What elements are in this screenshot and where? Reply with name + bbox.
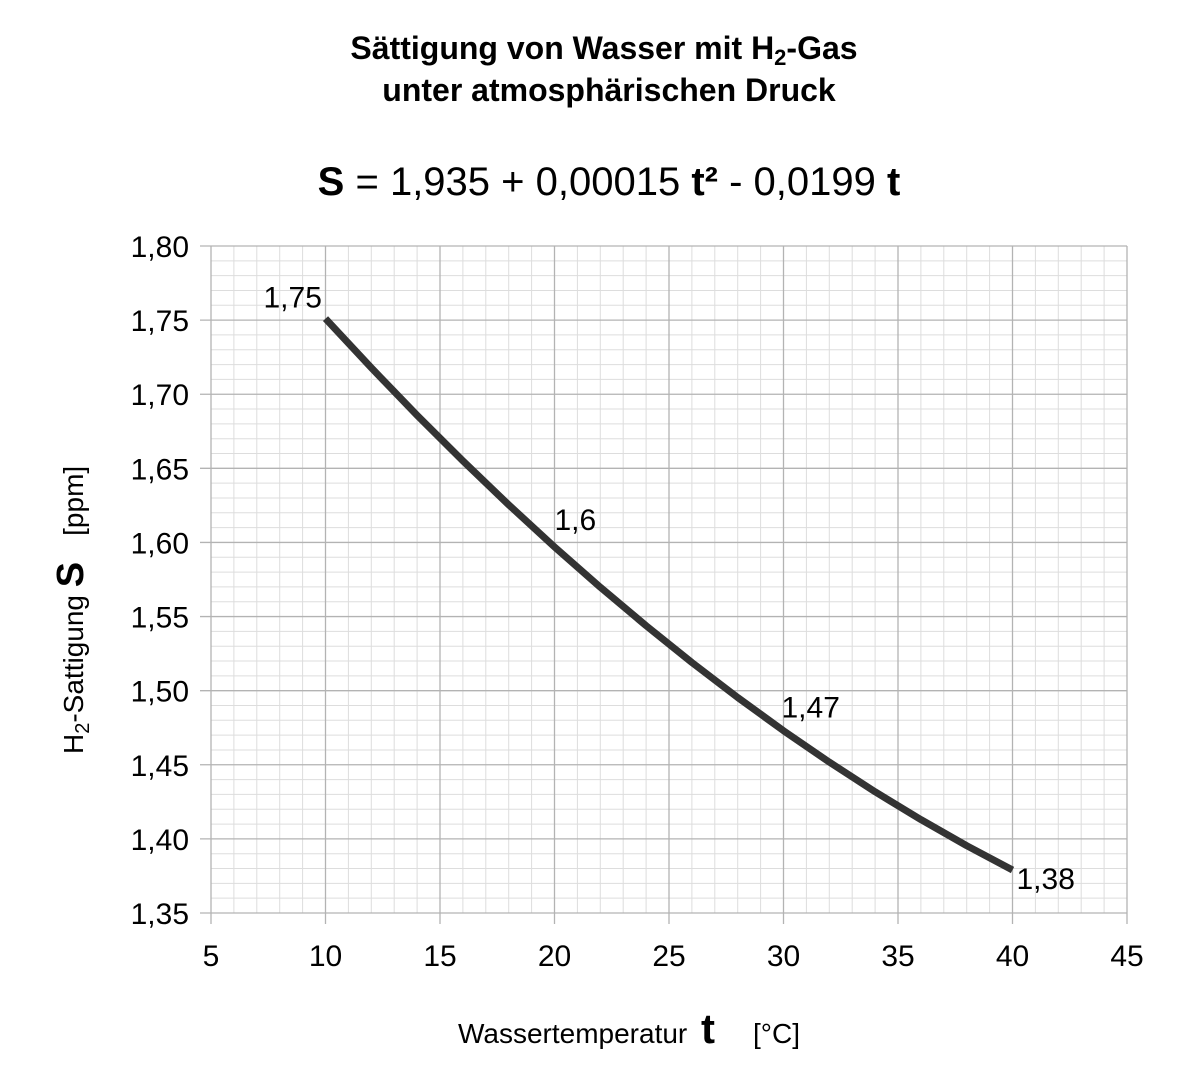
y-tick-label: 1,70: [131, 379, 189, 412]
tick-labels: 5 10 15 20 25 30 35 40 45 1,35 1,40 1,45 1,50 1,55 1,6…: [131, 231, 1144, 973]
x-tick-label: 30: [767, 940, 800, 973]
y-tick-label: 1,65: [131, 453, 189, 486]
chart-title-line2: unter atmosphärischen Druck: [382, 72, 836, 108]
y-tick-label: 1,75: [131, 305, 189, 338]
x-tick-label: 45: [1110, 940, 1143, 973]
y-tick-label: 1,55: [131, 602, 189, 635]
data-label: 1,75: [264, 282, 322, 315]
data-label: 1,38: [1017, 863, 1075, 896]
x-tick-label: 10: [309, 940, 342, 973]
chart-title-line1: Sättigung von Wasser mit H2-Gas: [350, 30, 857, 70]
series-line: [322, 316, 1015, 874]
data-label: 1,47: [782, 692, 840, 725]
x-axis-label: Wassertemperatur t [°C]: [458, 1005, 800, 1052]
x-tick-label: 5: [203, 940, 220, 973]
y-tick-label: 1,45: [131, 750, 189, 783]
x-tick-label: 40: [996, 940, 1029, 973]
data-label: 1,6: [555, 504, 597, 537]
x-tick-label: 35: [881, 940, 914, 973]
y-tick-label: 1,60: [131, 527, 189, 560]
y-tick-label: 1,40: [131, 824, 189, 857]
x-tick-label: 15: [423, 940, 456, 973]
x-tick-label: 20: [538, 940, 571, 973]
y-tick-label: 1,50: [131, 676, 189, 709]
data-labels: 1,75 1,6 1,47 1,38: [264, 282, 1075, 896]
y-tick-label: 1,80: [131, 231, 189, 264]
x-tick-label: 25: [652, 940, 685, 973]
grid: [200, 245, 1128, 924]
equation: S = 1,935 + 0,00015 t² - 0,0199 t: [318, 160, 901, 204]
y-tick-label: 1,35: [131, 898, 189, 931]
y-axis-label: H2-Sattigung S[ppm]: [50, 466, 94, 754]
